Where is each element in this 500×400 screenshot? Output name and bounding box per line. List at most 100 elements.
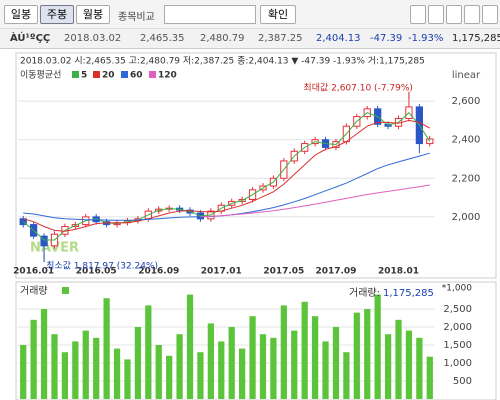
volume-bar — [20, 345, 27, 399]
volume-bar — [395, 319, 402, 399]
x-tick-label: 2016.09 — [138, 267, 179, 277]
volume: 1,175,285 — [452, 33, 500, 44]
legend-title: 이동평균선 — [20, 70, 61, 81]
summary-bar: ÀÚ¹ºÇÇ 2018.03.02 2,465.35 2,480.79 2,38… — [0, 29, 500, 49]
legend-swatch — [93, 71, 100, 78]
close: 2,404.13 — [316, 33, 361, 44]
x-tick-label: 2017.05 — [263, 267, 304, 277]
x-tick-label: 2017.09 — [315, 267, 356, 277]
volume-title: 거래량 — [20, 285, 48, 297]
stock-name: ÀÚ¹ºÇÇ — [10, 33, 51, 44]
volume-bar — [332, 327, 340, 399]
current-volume-label: 거래량: — [349, 287, 380, 299]
volume-bar — [72, 341, 79, 399]
y-tick-label: 2,600 — [452, 96, 481, 107]
volume-bar — [270, 337, 277, 399]
volume-bar — [134, 327, 142, 399]
volume-bar — [384, 334, 392, 399]
y-tick-label: 1,500 — [443, 340, 472, 351]
volume-bar — [280, 305, 287, 399]
volume-bar — [416, 337, 423, 399]
legend-label: 20 — [102, 71, 115, 81]
change-pct: -1.93% — [408, 33, 444, 44]
volume-bar — [239, 348, 246, 399]
volume-bar — [103, 298, 110, 399]
volume-bar — [291, 330, 298, 399]
volume-bar — [155, 345, 162, 399]
min-annotation: 최소값 1,817.97 (32.24%) — [46, 260, 158, 272]
daily-button[interactable]: 일봉 — [4, 5, 38, 24]
tool-icon[interactable] — [410, 5, 426, 24]
current-volume-value: 1,175,285 — [383, 288, 434, 299]
scale-label: linear — [452, 70, 481, 81]
weekly-button[interactable]: 주봉 — [40, 5, 74, 24]
low: 2,387.25 — [258, 33, 303, 44]
y-tick-label: 1,000 — [443, 358, 472, 369]
candle-body — [40, 235, 48, 247]
volume-bar — [82, 330, 89, 399]
x-tick-label: 2018.01 — [378, 267, 419, 277]
y-tick-label: 2,500 — [443, 304, 472, 315]
y-tick-label: 2,200 — [452, 173, 481, 184]
volume-bar — [40, 309, 48, 399]
volume-bar — [145, 305, 152, 399]
volume-unit: *1,000 — [442, 284, 473, 294]
compare-input[interactable] — [164, 5, 256, 24]
tool-icon[interactable] — [428, 5, 444, 24]
volume-bar — [364, 309, 371, 399]
ma-line — [23, 119, 431, 232]
legend-swatch — [121, 71, 128, 78]
volume-bar — [322, 341, 329, 399]
volume-bar — [228, 327, 235, 399]
high: 2,480.79 — [200, 33, 245, 44]
volume-bar — [166, 355, 173, 399]
volume-bar — [51, 334, 58, 399]
price-panel — [15, 52, 497, 279]
tool-icon[interactable] — [482, 5, 498, 24]
date: 2018.03.02 — [64, 33, 122, 44]
legend-label: 60 — [130, 71, 143, 81]
legend-swatch — [62, 287, 69, 294]
confirm-button[interactable]: 확인 — [260, 5, 296, 24]
volume-bar — [186, 294, 194, 399]
y-tick-label: 2,000 — [452, 212, 481, 223]
info-line: 2018.03.02 시:2,465.35 고:2,480.79 저:2,387… — [20, 56, 425, 67]
compare-label: 종목비교 — [118, 12, 155, 23]
volume-bar — [113, 348, 121, 399]
legend-swatch — [72, 71, 79, 78]
volume-bar — [353, 312, 360, 399]
tool-icon[interactable] — [464, 5, 480, 24]
ma-line — [200, 184, 430, 218]
y-tick-label: 2,400 — [452, 135, 481, 146]
volume-bar — [311, 316, 319, 399]
tool-icon[interactable] — [446, 5, 462, 24]
volume-bar — [30, 319, 37, 399]
volume-bar — [426, 356, 433, 399]
volume-bar — [124, 359, 131, 399]
volume-bar — [259, 334, 267, 399]
x-tick-label: 2016.05 — [76, 267, 117, 277]
volume-bar — [301, 301, 308, 399]
open: 2,465.35 — [140, 33, 185, 44]
volume-bar — [218, 341, 225, 399]
volume-bar — [405, 330, 413, 399]
change: -47.39 — [370, 33, 403, 44]
x-tick-label: 2016.01 — [13, 267, 54, 277]
legend-label: 120 — [158, 71, 177, 81]
chart: 2018.03.02 시:2,465.35 고:2,480.79 저:2,387… — [13, 52, 497, 400]
y-tick-label: 2,000 — [443, 322, 472, 333]
volume-bar — [197, 352, 204, 399]
volume-bar — [207, 323, 214, 399]
volume-bar — [343, 352, 350, 399]
volume-bar — [93, 337, 100, 399]
monthly-button[interactable]: 월봉 — [76, 5, 110, 24]
max-annotation: 최대값 2,607.10 (-7.79%) — [303, 81, 413, 93]
volume-bar — [176, 334, 183, 399]
volume-bar — [249, 316, 256, 399]
legend-label: 5 — [81, 71, 87, 81]
legend-swatch — [149, 71, 156, 78]
x-tick-label: 2017.01 — [201, 267, 242, 277]
volume-bar — [61, 352, 69, 399]
y-tick-label: 500 — [453, 376, 472, 387]
